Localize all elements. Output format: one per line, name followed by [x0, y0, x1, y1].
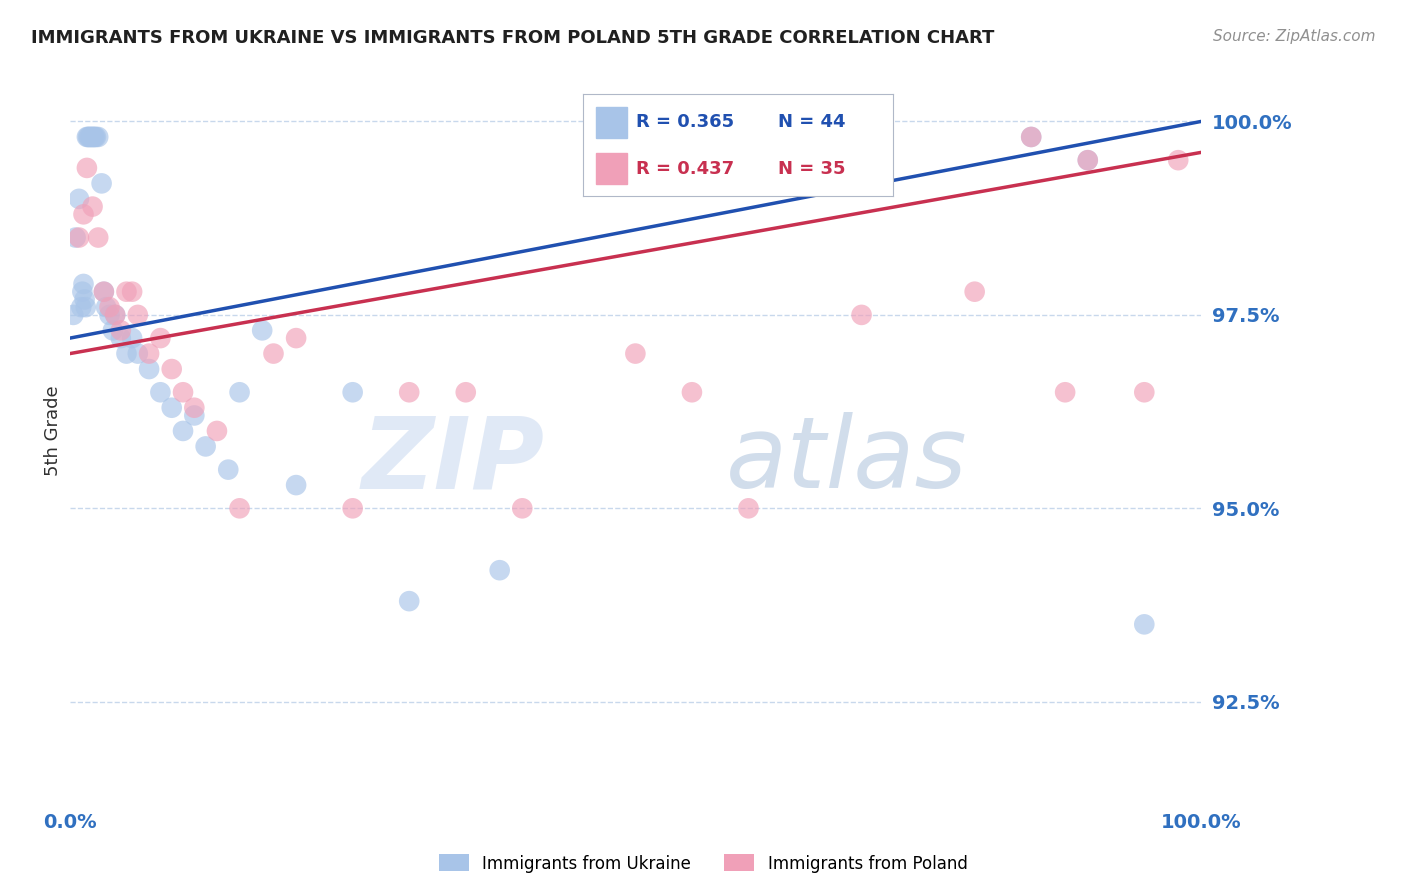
Point — [121, 285, 143, 299]
Point — [1019, 130, 1042, 145]
Point — [194, 439, 217, 453]
Point — [149, 385, 172, 400]
Point — [510, 501, 533, 516]
Point — [160, 401, 183, 415]
Y-axis label: 5th Grade: 5th Grade — [44, 385, 62, 476]
Point — [250, 323, 273, 337]
Point — [75, 300, 97, 314]
Point — [963, 285, 986, 299]
Point — [115, 346, 138, 360]
Point — [149, 331, 172, 345]
Point — [1019, 130, 1042, 145]
Point — [73, 293, 96, 307]
Point — [94, 300, 117, 314]
Point — [77, 130, 100, 145]
Point — [67, 192, 90, 206]
Point — [1077, 153, 1099, 168]
Point — [115, 285, 138, 299]
Point — [1133, 385, 1156, 400]
Point — [76, 161, 98, 175]
Point — [72, 285, 94, 299]
Point — [101, 323, 124, 337]
Point — [183, 401, 205, 415]
Point — [851, 308, 873, 322]
Point — [90, 177, 112, 191]
Point — [228, 501, 250, 516]
Point — [138, 346, 160, 360]
Point — [65, 230, 87, 244]
Point — [488, 563, 510, 577]
Bar — [596, 107, 627, 137]
Point — [217, 462, 239, 476]
Point — [84, 130, 107, 145]
Point — [285, 478, 308, 492]
Point — [87, 130, 110, 145]
Point — [62, 308, 84, 322]
Point — [72, 277, 94, 291]
Text: R = 0.437: R = 0.437 — [636, 160, 734, 178]
Point — [93, 285, 115, 299]
Point — [1077, 153, 1099, 168]
Point — [398, 594, 420, 608]
Point — [83, 130, 105, 145]
Point — [1167, 153, 1189, 168]
Point — [127, 346, 149, 360]
Point — [454, 385, 477, 400]
Point — [70, 300, 93, 314]
Text: atlas: atlas — [725, 412, 967, 509]
Point — [79, 130, 101, 145]
Point — [342, 385, 364, 400]
Point — [138, 362, 160, 376]
Point — [104, 308, 127, 322]
Point — [681, 385, 703, 400]
Point — [72, 207, 94, 221]
Text: Source: ZipAtlas.com: Source: ZipAtlas.com — [1212, 29, 1375, 44]
Point — [110, 331, 132, 345]
Point — [98, 300, 121, 314]
Bar — [596, 153, 627, 184]
Text: N = 35: N = 35 — [779, 160, 846, 178]
Point — [263, 346, 285, 360]
Text: R = 0.365: R = 0.365 — [636, 113, 734, 131]
Point — [77, 130, 100, 145]
Point — [104, 308, 127, 322]
Point — [1133, 617, 1156, 632]
Text: IMMIGRANTS FROM UKRAINE VS IMMIGRANTS FROM POLAND 5TH GRADE CORRELATION CHART: IMMIGRANTS FROM UKRAINE VS IMMIGRANTS FR… — [31, 29, 994, 46]
Point — [172, 424, 194, 438]
Text: ZIP: ZIP — [361, 412, 546, 509]
Point — [82, 130, 104, 145]
Point — [83, 130, 105, 145]
Legend: Immigrants from Ukraine, Immigrants from Poland: Immigrants from Ukraine, Immigrants from… — [432, 847, 974, 880]
Text: N = 44: N = 44 — [779, 113, 846, 131]
Point — [228, 385, 250, 400]
Point — [121, 331, 143, 345]
Point — [93, 285, 115, 299]
Point — [624, 346, 647, 360]
Point — [160, 362, 183, 376]
Point — [1054, 385, 1077, 400]
Point — [205, 424, 228, 438]
Point — [342, 501, 364, 516]
Point — [285, 331, 308, 345]
Point — [67, 230, 90, 244]
Point — [80, 130, 103, 145]
Point — [76, 130, 98, 145]
Point — [82, 200, 104, 214]
Point — [98, 308, 121, 322]
Point — [172, 385, 194, 400]
Point — [737, 501, 759, 516]
Point — [110, 323, 132, 337]
Point — [398, 385, 420, 400]
Point — [87, 230, 110, 244]
Point — [183, 409, 205, 423]
Point — [127, 308, 149, 322]
